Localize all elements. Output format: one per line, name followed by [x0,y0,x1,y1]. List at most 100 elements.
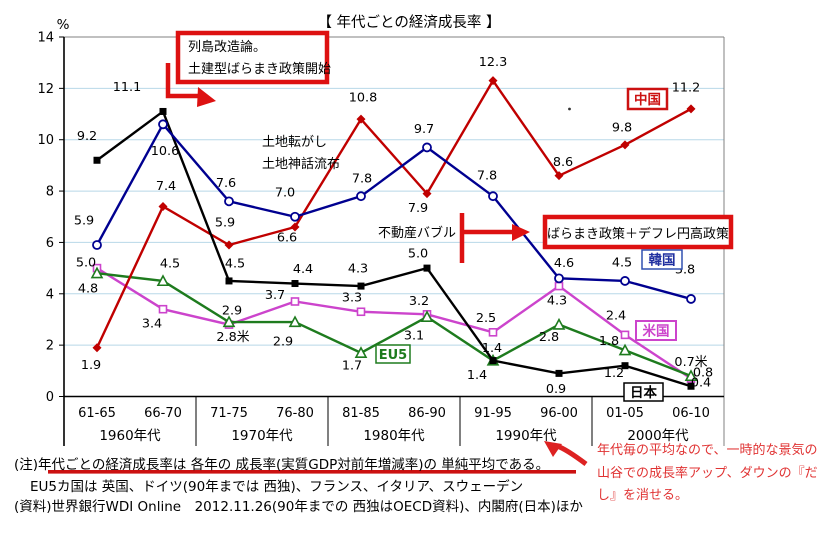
series-line-korea [95,122,692,301]
value-label-japan-4: 4.3 [348,262,368,277]
y-tick-label-12: 12 [37,82,54,97]
value-labels-layer: 5.0 3.4 2.8米 3.7 3.3 3.2 2.5 4.3 2.4 0.7米 4.8 4.5 2.… [74,55,713,397]
marker-eu5-8 [618,343,632,356]
y-axis-unit-label: % [57,17,70,33]
marker-korea-6 [488,191,498,202]
marker-china-6 [488,76,498,86]
decade-label-3: 1990年代 [495,428,557,444]
marker-eu5-4 [354,346,368,358]
marker-eu5-0 [90,266,104,279]
legend-eu5-label: EU5 [379,348,407,363]
marker-korea-8 [620,276,630,286]
annotation-layer: 列島改造論。 土建型ばらまき政策開始 土地転がし 土地神話流布 不動産バブル ば… [48,30,734,474]
value-label-eu5-0: 4.8 [78,282,98,297]
legend-us-label: 米国 [643,323,670,340]
value-label-korea-7: 4.6 [554,256,574,271]
decade-label-2: 1980年代 [363,428,425,444]
retto-kaizo-annotation-box [175,30,330,85]
value-label-japan-8: 1.2 [604,366,624,381]
tochi-shinwa-label: 土地神話流布 [262,156,340,172]
marker-china-1 [158,201,168,211]
value-label-korea-5: 9.7 [414,122,434,137]
retto-kaizo-arrow [165,63,200,99]
series-layer [90,76,698,390]
note-underline [48,470,576,474]
x-tick-label-9: 06-10 [672,406,710,421]
value-label-japan-7: 0.9 [546,382,566,397]
note-line1: (注)年代ごとの経済成長率は 各年の 成長率(実質GDP対前年増減率)の 単純平… [14,457,550,473]
value-label-us-4: 3.3 [342,290,362,305]
x-tick-label-3: 76-80 [276,406,314,421]
note-line3: (資料)世界銀行WDI Online 2012.11.26(90年までの 西独は… [14,499,583,515]
marker-japan-2 [225,277,233,285]
x-tick-label-1: 66-70 [144,406,182,421]
y-tick-label-14: 14 [37,31,54,46]
value-label-china-6: 12.3 [479,55,508,70]
series-line-eu5 [96,272,692,378]
marker-japan-6 [489,357,497,365]
marker-china-3 [290,222,300,232]
value-label-us-0: 5.0 [76,256,96,271]
marker-china-4 [356,114,366,124]
legend-china-box [626,87,669,111]
fudosan-bubble-label: 不動産バブル [378,225,456,241]
baramaki-label: ばらまき政策＋デフレ円高政策 [547,226,729,242]
marker-eu5-1 [156,274,170,287]
marker-korea-9 [686,294,696,304]
decade-label-1: 1970年代 [231,428,293,444]
x-tick-label-0: 61-65 [78,406,116,421]
value-label-korea-6: 7.8 [477,169,497,184]
value-label-japan-6: 1.4 [467,368,487,383]
value-label-eu5-4: 1.7 [342,358,362,373]
value-label-china-7: 8.6 [553,155,573,170]
marker-china-2 [224,240,234,250]
value-label-china-4: 10.8 [349,91,378,106]
marker-china-7 [554,171,564,181]
value-label-us-1: 3.4 [142,317,162,332]
red-note-arrow [556,443,588,467]
marker-eu5-7 [552,317,566,330]
fudosan-arrowhead [512,224,530,241]
value-label-us-2: 2.8米 [216,330,249,345]
y-tick-label-0: 0 [46,390,54,405]
marker-korea-4 [356,191,366,202]
value-label-japan-1: 11.1 [113,80,142,95]
value-label-us-9: 0.7米 [674,355,707,370]
y-tick-label-8: 8 [46,185,54,200]
value-label-eu5-8: 1.8 [599,334,619,349]
value-label-us-5: 3.2 [409,294,429,309]
marker-china-0 [92,343,102,353]
y-tick-label-2: 2 [46,339,54,354]
chart-title: 【 年代ごとの経済成長率 】 [317,14,500,31]
value-label-eu5-9: 0.8 [693,365,713,380]
retto-kaizo-line2: 土建型ばらまき政策開始 [188,61,331,77]
legend-korea-box [641,249,683,270]
marker-us-6 [488,328,498,337]
legend-japan-box [623,382,664,402]
marker-us-4 [356,307,366,317]
marker-us-7 [554,281,564,291]
red-note-line2: 山谷での成長率アップ、ダウンの『だま [597,465,819,481]
decade-label-4: 2000年代 [627,428,689,444]
x-tick-label-8: 01-05 [606,406,644,421]
marker-eu5-3 [288,315,302,328]
decade-label-0: 1960年代 [99,428,161,444]
marker-us-1 [158,304,168,314]
marker-korea-7 [554,273,564,284]
marker-japan-0 [93,156,101,164]
series-line-japan [96,109,692,388]
value-label-china-8: 9.8 [612,120,632,135]
retto-kaizo-arrowhead [197,87,216,107]
x-tick-label-4: 81-85 [342,406,380,421]
series-line-china [95,78,692,349]
marker-china-5 [422,189,432,199]
value-label-korea-3: 7.0 [275,185,295,200]
marker-korea-0 [92,240,102,250]
legend-korea-label: 韓国 [649,252,676,269]
baramaki-annotation-box [542,214,734,250]
value-label-korea-4: 7.8 [352,172,372,187]
marker-us-3 [290,297,300,306]
y-tick-label-10: 10 [37,133,54,148]
